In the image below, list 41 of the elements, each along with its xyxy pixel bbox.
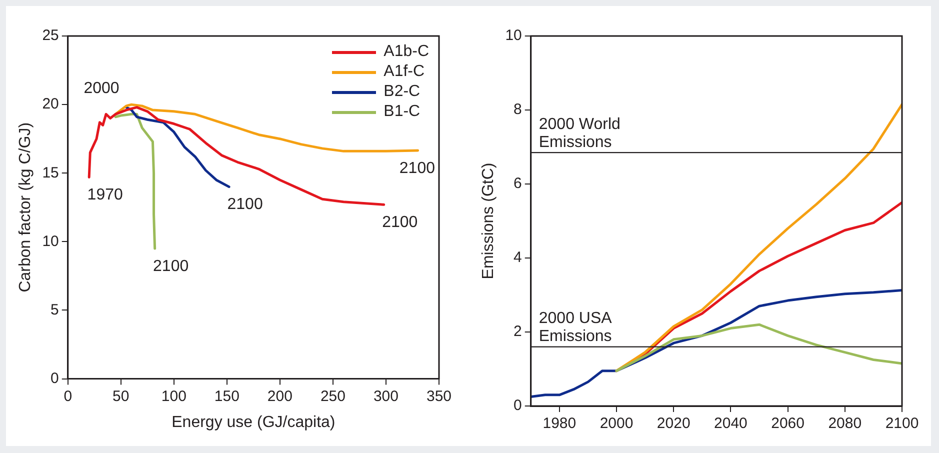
y-tick-label: 4 <box>514 249 522 266</box>
annotation: 2100 <box>399 160 436 177</box>
annotation: 2100 <box>227 196 263 214</box>
x-tick-label: 2020 <box>656 415 690 432</box>
y-axis-title: Emissions (GtC) <box>480 162 498 280</box>
legend-label: B2-C <box>384 82 420 102</box>
legend-label: B1-C <box>384 102 420 122</box>
y-tick-label: 20 <box>42 96 59 113</box>
x-tick-label: 2040 <box>714 415 748 432</box>
y-axis-title: Carbon factor (kg C/GJ) <box>17 122 34 292</box>
y-tick-label: 2 <box>514 323 522 340</box>
x-tick-label: 2100 <box>885 415 919 432</box>
y-tick-label: 0 <box>50 370 59 387</box>
x-tick-label: 200 <box>267 388 292 405</box>
y-tick-label: 10 <box>505 27 522 44</box>
x-tick-label: 150 <box>214 388 240 405</box>
x-tick-label: 2000 <box>600 415 634 432</box>
x-tick-label: 2060 <box>771 415 804 432</box>
legend-label: A1f-C <box>384 62 425 82</box>
x-tick-label: 100 <box>161 388 186 405</box>
ref-line-label: 2000 USA Emissions <box>538 310 612 346</box>
annotation: 2000 <box>84 80 120 97</box>
annotation: 1970 <box>87 186 123 204</box>
y-tick-label: 5 <box>50 301 59 318</box>
x-tick-label: 1980 <box>542 415 576 432</box>
x-axis-title: Energy use (GJ/capita) <box>172 414 336 431</box>
legend-label: A1b-C <box>384 42 429 62</box>
x-tick-label: 300 <box>373 388 398 405</box>
y-tick-label: 10 <box>42 232 59 250</box>
annotation: 2100 <box>153 258 189 275</box>
y-tick-label: 25 <box>42 27 59 44</box>
annotation: 2100 <box>382 214 418 232</box>
x-tick-label: 50 <box>112 388 130 405</box>
x-tick-label: 2080 <box>828 415 862 432</box>
y-tick-label: 6 <box>514 175 522 192</box>
x-tick-label: 0 <box>64 388 72 405</box>
y-tick-label: 15 <box>42 164 59 182</box>
x-tick-label: 350 <box>426 388 452 405</box>
ref-line-label: 2000 World Emissions <box>538 116 620 151</box>
x-tick-label: 250 <box>320 388 346 405</box>
y-tick-label: 8 <box>514 101 522 118</box>
